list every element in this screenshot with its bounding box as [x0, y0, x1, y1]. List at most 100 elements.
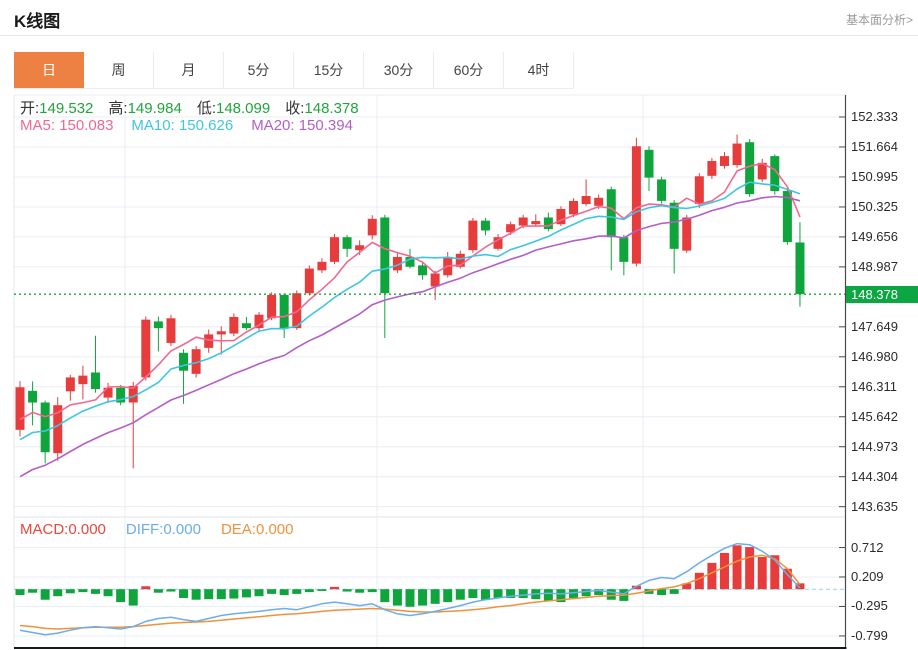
- candle-up: [65, 377, 75, 392]
- candle-up: [707, 161, 717, 176]
- macd-bar: [191, 589, 201, 600]
- macd-bar: [569, 589, 579, 598]
- macd-bar: [392, 589, 402, 606]
- candle-down: [153, 321, 163, 329]
- candle-down: [795, 242, 805, 295]
- macd-bar: [292, 589, 302, 594]
- macd-bar: [90, 589, 100, 594]
- ma5-line: [19, 162, 801, 421]
- candle-down: [28, 390, 38, 403]
- candle-up: [141, 319, 151, 378]
- candle-up: [78, 375, 88, 385]
- price-tick-label: 146.980: [851, 348, 898, 364]
- tab-15min[interactable]: 15分: [294, 52, 364, 88]
- candle-down: [745, 142, 755, 195]
- tab-30min[interactable]: 30分: [364, 52, 434, 88]
- macd-bar: [279, 589, 289, 596]
- tab-week[interactable]: 周: [84, 52, 154, 88]
- macd-bar: [15, 589, 25, 596]
- candle-up: [53, 405, 63, 454]
- macd-bar: [606, 589, 616, 600]
- candle-up: [267, 294, 277, 319]
- macd-bar: [267, 589, 277, 594]
- header-divider: [0, 35, 918, 36]
- candle-up: [355, 245, 365, 251]
- macd-bar: [543, 589, 553, 601]
- candle-up: [216, 331, 226, 335]
- macd-bar: [116, 589, 126, 603]
- dea-line: [19, 554, 801, 630]
- macd-bar: [405, 589, 415, 607]
- candle-down: [380, 217, 390, 294]
- candle-up: [367, 218, 377, 236]
- macd-bar: [506, 589, 516, 598]
- candle-up: [682, 217, 692, 251]
- candle-up: [594, 197, 604, 206]
- macd-bar: [669, 589, 679, 594]
- fundamental-analysis-link[interactable]: 基本面分析>: [845, 13, 913, 27]
- macd-bar: [40, 589, 50, 600]
- candle-up: [292, 293, 302, 329]
- macd-bar: [141, 586, 151, 590]
- macd-bar: [254, 589, 264, 597]
- price-tick-label: 144.304: [851, 468, 898, 484]
- candle-up: [455, 253, 465, 267]
- candle-up: [254, 314, 264, 329]
- tab-month[interactable]: 月: [154, 52, 224, 88]
- macd-tick-label: -0.799: [851, 627, 888, 643]
- macd-bar: [493, 589, 503, 598]
- page-title: K线图: [14, 12, 61, 31]
- candle-up: [493, 237, 503, 249]
- macd-bar: [694, 572, 704, 590]
- price-tick-label: 151.664: [851, 138, 898, 154]
- macd-bar: [770, 555, 780, 590]
- candle-down: [405, 256, 415, 267]
- price-tick-label: 145.642: [851, 408, 898, 424]
- candle-down: [342, 237, 352, 249]
- candle-down: [116, 387, 126, 403]
- candle-up: [317, 261, 327, 271]
- price-tick-label: 144.973: [851, 438, 898, 454]
- ma20-value: MA20: 150.394: [251, 117, 353, 134]
- macd-bar: [367, 589, 377, 593]
- macd-bar: [418, 589, 428, 606]
- candle-down: [644, 149, 654, 178]
- candle-down: [40, 402, 50, 453]
- macd-legend: MACD:0.000 DIFF:0.000 DEA:0.000: [20, 521, 294, 538]
- macd-bar: [480, 589, 490, 600]
- candle-down: [241, 323, 251, 329]
- candle-up: [430, 273, 440, 287]
- candle-up: [468, 220, 478, 251]
- ma5-value: MA5: 150.083: [20, 117, 114, 134]
- candle-up: [229, 316, 239, 334]
- macd-bar: [443, 589, 453, 603]
- candle-down: [770, 156, 780, 192]
- candle-up: [732, 143, 742, 166]
- price-tick-label: 146.311: [851, 378, 898, 394]
- candle-up: [15, 387, 25, 430]
- macd-bar: [581, 589, 591, 597]
- tab-4hour[interactable]: 4时: [504, 52, 574, 88]
- macd-tick-label: -0.295: [851, 598, 888, 614]
- tab-5min[interactable]: 5分: [224, 52, 294, 88]
- ohlc-high: 高:149.984: [108, 100, 182, 117]
- macd-bar: [304, 589, 314, 593]
- candle-up: [392, 256, 402, 271]
- tab-60min[interactable]: 60分: [434, 52, 504, 88]
- macd-bar: [657, 589, 667, 596]
- dea-value: DEA:0.000: [220, 521, 294, 538]
- candle-down: [782, 191, 792, 243]
- macd-bar: [518, 589, 528, 598]
- candle-up: [304, 268, 314, 294]
- price-tick-label: 150.325: [851, 198, 898, 214]
- ohlc-open: 开:149.532: [20, 100, 94, 117]
- candle-up: [128, 385, 138, 403]
- candle-up: [631, 146, 641, 264]
- tab-day[interactable]: 日: [14, 52, 84, 88]
- ma-legend: MA5: 150.083 MA10: 150.626 MA20: 150.394: [20, 117, 353, 134]
- ma10-line: [19, 181, 801, 441]
- macd-bar: [707, 562, 717, 590]
- price-tick-label: 150.995: [851, 168, 898, 184]
